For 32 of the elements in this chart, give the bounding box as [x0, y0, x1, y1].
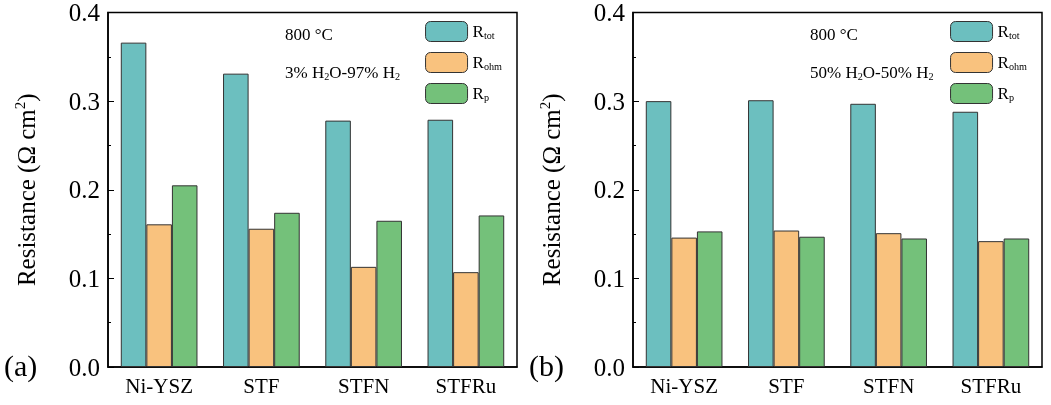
x-tick-label: Ni-YSZ	[125, 373, 193, 398]
y-tick-label: 0.2	[68, 176, 100, 204]
y-tick-label: 0.3	[593, 87, 625, 115]
y-tick-label: 0.1	[68, 264, 100, 292]
y-tick-label: 0.2	[593, 176, 625, 204]
legend-label: Rp	[472, 84, 489, 104]
annotation: 800 °C	[810, 25, 858, 44]
y-tick-label: 0.1	[593, 264, 625, 292]
legend-label: Rp	[997, 84, 1014, 104]
x-tick-label: STFRu	[960, 373, 1022, 398]
y-axis-title: Resistance (Ω cm2)	[537, 93, 566, 287]
text: (a)	[4, 348, 38, 383]
y-tick-label: 0.0	[68, 353, 100, 381]
x-tick-label: STFN	[337, 373, 390, 398]
y-tick-label: 0.0	[593, 353, 625, 381]
x-tick-label: STF	[243, 373, 280, 398]
x-tick-label: STFRu	[435, 373, 497, 398]
annotation: 50% H2O-50% H2	[810, 63, 934, 83]
y-tick-label: 0.4	[593, 0, 626, 26]
legend-label: Rtot	[472, 22, 495, 42]
x-tick-label: STF	[768, 373, 805, 398]
annotation: 800 °C	[285, 25, 333, 44]
x-tick-label: STFN	[862, 373, 915, 398]
legend-label: Rohm	[472, 53, 503, 73]
text: (b)	[529, 348, 564, 383]
y-tick-label: 0.3	[68, 87, 100, 115]
annotation: 3% H2O-97% H2	[285, 63, 400, 83]
y-tick-label: 0.4	[68, 0, 101, 26]
legend-label: Rtot	[997, 22, 1020, 42]
x-tick-label: Ni-YSZ	[650, 373, 718, 398]
legend-label: Rohm	[997, 53, 1028, 73]
y-axis-title: Resistance (Ω cm2)	[12, 93, 41, 287]
